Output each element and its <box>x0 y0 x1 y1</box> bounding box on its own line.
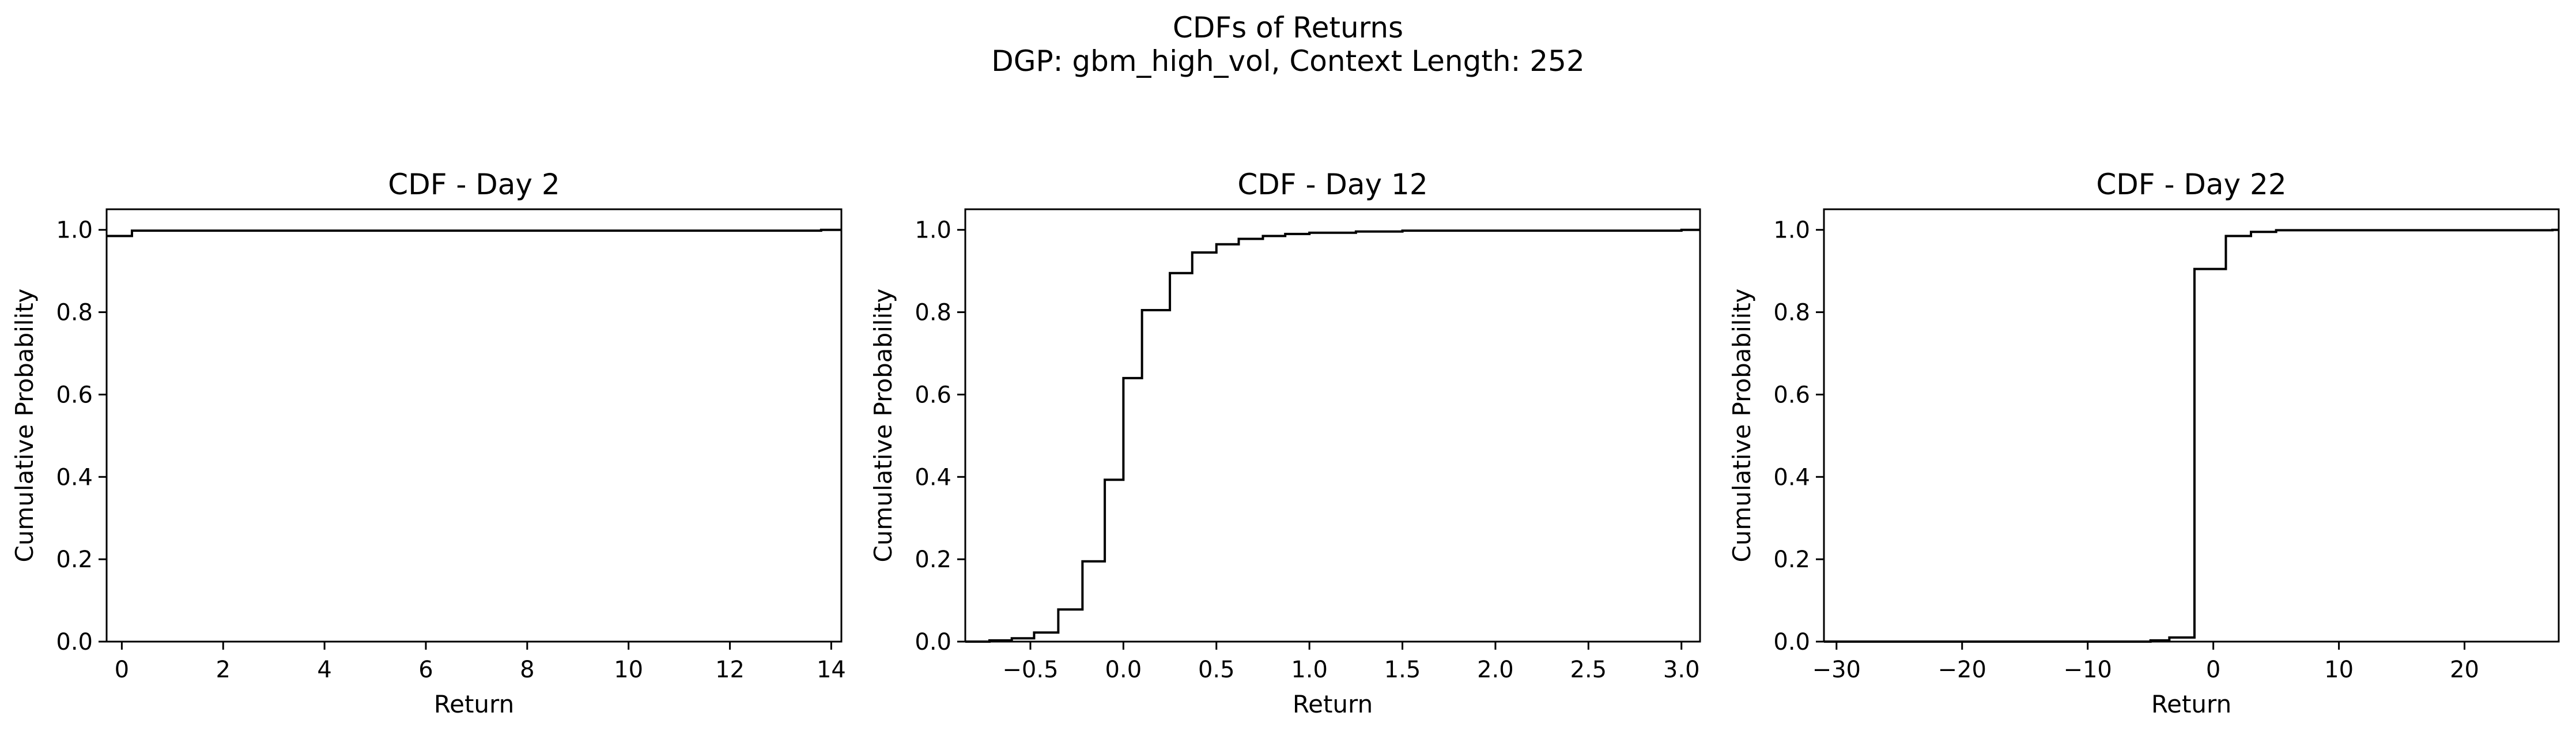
chart-2-xtick-label: −0.5 <box>1002 657 1058 683</box>
chart-1-ytick-label: 0.4 <box>56 464 93 491</box>
chart-3-xlabel: Return <box>2151 690 2231 718</box>
chart-3-xtick-label: 20 <box>2450 657 2479 683</box>
chart-1-ytick-label: 0.8 <box>56 300 93 326</box>
chart-3-xtick-label: 0 <box>2206 657 2220 683</box>
chart-2-ytick-label: 0.0 <box>915 629 951 655</box>
figure-title-line1: CDFs of Returns <box>1173 11 1403 44</box>
chart-1-plot-frame <box>105 208 843 643</box>
chart-1-xtick-label: 6 <box>418 657 433 683</box>
subplot-day-22: −30 −20 −10 0 10 20 0.0 0.2 0.4 0.6 0.8 1.0 CDF - Da… <box>1728 168 2560 718</box>
chart-1-cdf-line-1 <box>107 228 841 238</box>
chart-2-ytick-label: 0.4 <box>915 464 951 491</box>
chart-2-plot-frame <box>964 208 1701 643</box>
chart-1-xlabel: Return <box>434 690 514 718</box>
chart-2-xtick-label: 2.0 <box>1477 657 1514 683</box>
chart-3-ytick-label: 0.4 <box>1773 464 1810 491</box>
chart-2-cdf-line-1 <box>965 228 1700 643</box>
chart-1-xtick-label: 2 <box>216 657 231 683</box>
chart-2-xtick-label: 1.0 <box>1291 657 1328 683</box>
chart-1-xtick-label: 4 <box>317 657 331 683</box>
chart-3-ytick-label: 0.2 <box>1773 546 1810 573</box>
chart-3-plot-frame <box>1823 208 2560 643</box>
chart-1-xtick-label: 12 <box>715 657 745 683</box>
chart-1-ytick-label: 0.6 <box>56 382 93 408</box>
chart-2-xtick-label: 2.5 <box>1570 657 1607 683</box>
chart-1-ylabel: Cumulative Probability <box>10 288 39 562</box>
chart-1-ytick-label: 0.2 <box>56 546 93 573</box>
chart-1-ytick-label: 1.0 <box>56 217 93 244</box>
chart-2-xtick-label: 0.0 <box>1105 657 1142 683</box>
chart-1-xtick-label: 8 <box>520 657 534 683</box>
chart-2-ytick-label: 0.6 <box>915 382 951 408</box>
chart-2-ylabel: Cumulative Probability <box>869 288 897 562</box>
subplot-day-2: 0 2 4 6 8 10 12 14 0.0 0.2 0.4 0.6 0.8 1.0 CDF - Day 2… <box>10 168 846 718</box>
chart-1-xtick-label: 0 <box>115 657 129 683</box>
chart-2-ytick-label: 0.2 <box>915 546 951 573</box>
chart-1-xtick-label: 14 <box>817 657 846 683</box>
chart-2-xtick-label: 3.0 <box>1663 657 1700 683</box>
chart-3-ytick-label: 0.0 <box>1773 629 1810 655</box>
subplot-day-12: −0.5 0.0 0.5 1.0 1.5 2.0 2.5 3.0 0.0 0.2 0.4 0.6 0.8… <box>869 168 1701 718</box>
chart-3-ytick-label: 0.8 <box>1773 300 1810 326</box>
chart-3-title: CDF - Day 22 <box>2096 168 2286 201</box>
chart-3-xtick-label: −30 <box>1812 657 1861 683</box>
chart-3-cdf-line-1 <box>1824 228 2559 643</box>
chart-3-xtick-label: −10 <box>2063 657 2112 683</box>
chart-1-xtick-label: 10 <box>614 657 643 683</box>
chart-1-title: CDF - Day 2 <box>388 168 560 201</box>
chart-3-xtick-label: −20 <box>1938 657 1986 683</box>
chart-3-ylabel: Cumulative Probability <box>1728 288 1756 562</box>
chart-1-ytick-label: 0.0 <box>56 629 93 655</box>
chart-2-xtick-label: 1.5 <box>1384 657 1421 683</box>
chart-3-ytick-label: 0.6 <box>1773 382 1810 408</box>
chart-2-title: CDF - Day 12 <box>1237 168 1427 201</box>
chart-2-xtick-label: 0.5 <box>1198 657 1235 683</box>
chart-2-ytick-label: 0.8 <box>915 300 951 326</box>
figure-title-line2: DGP: gbm_high_vol, Context Length: 252 <box>991 44 1585 78</box>
chart-2-xlabel: Return <box>1293 690 1373 718</box>
chart-3-ytick-label: 1.0 <box>1773 217 1810 244</box>
chart-3-xtick-label: 10 <box>2324 657 2354 683</box>
chart-2-ytick-label: 1.0 <box>915 217 951 244</box>
